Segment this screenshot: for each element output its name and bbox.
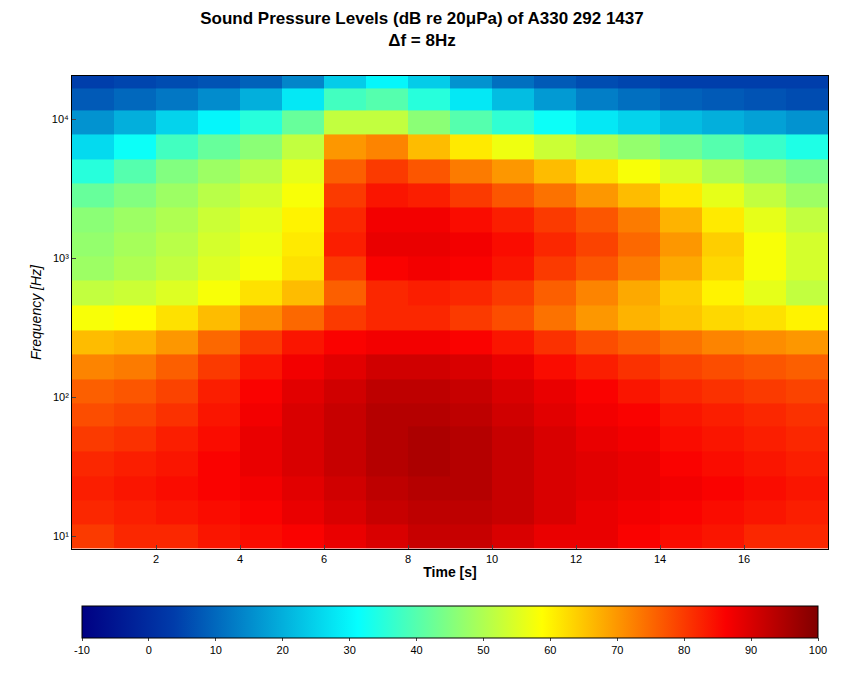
svg-text:60: 60 — [544, 644, 556, 656]
svg-text:100: 100 — [809, 644, 827, 656]
svg-text:0: 0 — [146, 644, 152, 656]
svg-text:50: 50 — [477, 644, 489, 656]
svg-text:Frequency [Hz]: Frequency [Hz] — [28, 264, 44, 360]
svg-text:8: 8 — [405, 553, 411, 565]
svg-text:16: 16 — [738, 553, 750, 565]
svg-text:10⁴: 10⁴ — [52, 113, 69, 125]
svg-text:80: 80 — [678, 644, 690, 656]
svg-text:20: 20 — [277, 644, 289, 656]
svg-text:2: 2 — [153, 553, 159, 565]
svg-text:12: 12 — [570, 553, 582, 565]
svg-text:14: 14 — [654, 553, 666, 565]
svg-text:Time [s]: Time [s] — [423, 564, 476, 580]
svg-text:10: 10 — [210, 644, 222, 656]
svg-text:70: 70 — [611, 644, 623, 656]
svg-text:6: 6 — [321, 553, 327, 565]
svg-text:10³: 10³ — [53, 252, 69, 264]
svg-text:90: 90 — [745, 644, 757, 656]
svg-text:Sound Pressure Levels (dB re 2: Sound Pressure Levels (dB re 20μPa) of A… — [200, 9, 643, 50]
svg-text:10: 10 — [486, 553, 498, 565]
svg-text:4: 4 — [237, 553, 243, 565]
svg-text:10²: 10² — [53, 391, 69, 403]
svg-text:-10: -10 — [74, 644, 90, 656]
svg-text:30: 30 — [344, 644, 356, 656]
svg-text:10¹: 10¹ — [53, 530, 69, 542]
svg-text:40: 40 — [410, 644, 422, 656]
